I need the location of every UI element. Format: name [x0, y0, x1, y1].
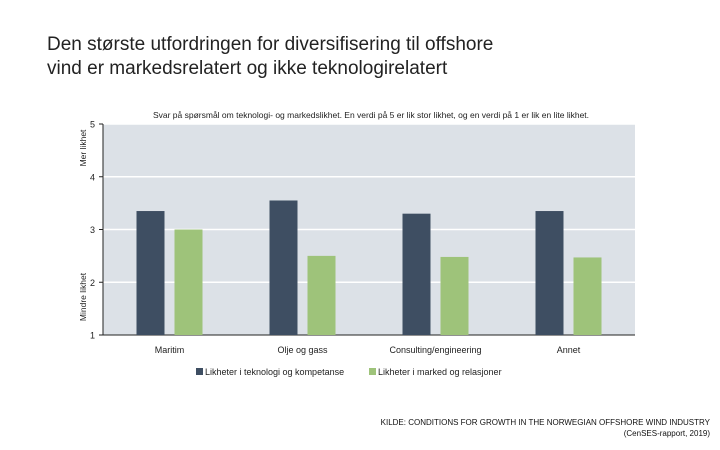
bar-market-3: [440, 256, 469, 335]
source-line-2: (CenSES-rapport, 2019): [623, 429, 710, 438]
legend-swatch-1: [196, 368, 203, 375]
legend-swatch-2: [369, 368, 376, 375]
chart-title-line-1: Den største utfordringen for diversifise…: [47, 34, 494, 55]
y-tick-label: 3: [90, 225, 95, 235]
y-tick-label: 1: [90, 331, 95, 341]
chart-title-line-2: vind er markedsrelatert og ikke teknolog…: [47, 58, 448, 79]
x-category-label: Olje og gass: [277, 345, 328, 355]
bar-market-1: [174, 229, 203, 335]
y-axis-label-top: Mer likhet: [78, 129, 88, 166]
x-category-label: Annet: [557, 345, 581, 355]
bar-market-2: [307, 255, 336, 335]
x-category-label: Consulting/engineering: [389, 345, 481, 355]
bar-technology-3: [402, 213, 431, 335]
y-tick-label: 4: [90, 172, 95, 182]
bar-market-4: [573, 257, 602, 335]
y-tick-label: 2: [90, 278, 95, 288]
source-line-1: KILDE: CONDITIONS FOR GROWTH IN THE NORW…: [380, 418, 710, 427]
bar-technology-2: [269, 200, 298, 335]
legend-label-2: Likheter i marked og relasjoner: [378, 367, 502, 377]
chart-title: Den største utfordringen for diversifise…: [47, 33, 567, 81]
bar-technology-4: [535, 211, 564, 335]
y-axis-label-bottom: Mindre likhet: [78, 272, 88, 321]
chart-subtitle: Svar på spørsmål om teknologi- og marked…: [153, 110, 589, 120]
y-tick-label: 5: [90, 120, 95, 130]
legend-label-1: Likheter i teknologi og kompetanse: [205, 367, 344, 377]
bar-technology-1: [136, 211, 165, 335]
source-note: KILDE: CONDITIONS FOR GROWTH IN THE NORW…: [381, 417, 710, 439]
x-category-label: Maritim: [155, 345, 185, 355]
